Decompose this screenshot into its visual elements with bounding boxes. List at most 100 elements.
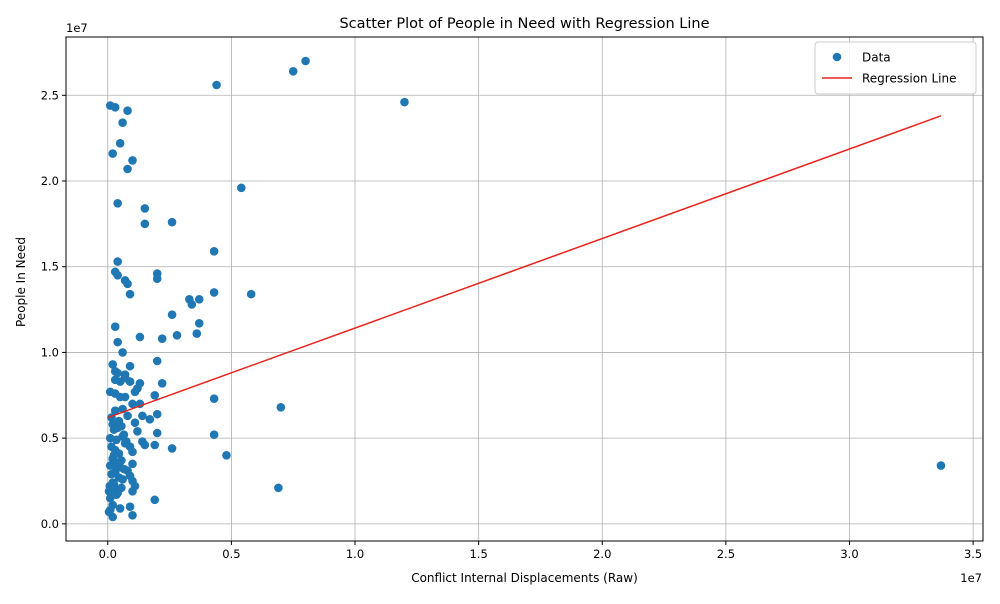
data-point <box>113 257 122 266</box>
data-point <box>114 473 124 482</box>
data-point <box>209 394 219 404</box>
data-point <box>118 118 127 128</box>
x-tick-label: 1.0 <box>346 547 364 561</box>
data-point <box>400 97 409 107</box>
data-point <box>128 447 137 457</box>
data-point <box>120 373 130 383</box>
data-point <box>110 322 120 332</box>
data-point <box>276 402 286 412</box>
data-point <box>209 246 219 256</box>
data-point <box>209 288 219 297</box>
data-point <box>936 461 946 470</box>
data-point <box>209 430 219 440</box>
y-tick-label: 1.0 <box>41 345 59 359</box>
data-point <box>115 504 125 513</box>
data-point <box>135 332 145 342</box>
legend-box <box>814 41 977 95</box>
x-tick-label: 3.5 <box>964 547 982 561</box>
x-axis-label: Conflict Internal Displacements (Raw) <box>411 571 638 585</box>
x-tick-label: 0.5 <box>222 547 240 561</box>
x-scale-label: 1e7 <box>960 571 982 585</box>
x-tick-label: 3.0 <box>840 547 858 561</box>
data-point <box>120 392 130 402</box>
data-point <box>125 502 135 512</box>
x-tick-label: 1.5 <box>469 547 487 561</box>
data-point <box>110 406 120 416</box>
data-point <box>113 368 122 378</box>
data-point <box>152 274 162 284</box>
y-tick-label: 0.5 <box>41 431 59 445</box>
data-point <box>133 426 142 436</box>
y-scale-label: 1e7 <box>66 21 88 35</box>
x-tick-label: 2.0 <box>593 547 611 561</box>
data-point <box>157 378 167 388</box>
data-point <box>128 510 137 520</box>
regression-line <box>107 115 942 419</box>
data-point <box>130 418 140 428</box>
data-point <box>140 219 150 229</box>
data-point <box>128 459 137 469</box>
data-point <box>236 183 246 193</box>
data-point <box>110 102 120 112</box>
data-point <box>117 456 126 465</box>
y-tick-label: 1.5 <box>41 260 59 274</box>
data-point <box>274 483 283 493</box>
data-point <box>167 444 177 453</box>
data-point <box>115 138 125 148</box>
data-point <box>150 440 160 450</box>
data-point <box>152 356 162 366</box>
data-point <box>138 411 147 421</box>
data-point <box>123 279 132 289</box>
data-point <box>113 198 122 208</box>
data-point <box>113 337 122 347</box>
data-point <box>119 464 129 474</box>
data-point <box>112 490 121 500</box>
data-point <box>119 430 129 440</box>
axis-ticks: 0.0 0.5 1.0 1.5 2.0 2.5 3.0 3.5 0.0 0.5 1.0 1.5 2.0 2… <box>41 88 983 561</box>
data-point <box>123 106 132 116</box>
data-point <box>128 486 137 496</box>
data-point <box>109 425 119 434</box>
data-point <box>128 399 137 409</box>
x-tick-label: 0.0 <box>99 547 117 561</box>
legend-label-regression: Regression Line <box>862 72 956 86</box>
data-points <box>104 56 946 522</box>
data-point <box>150 390 160 400</box>
data-point <box>157 334 167 344</box>
data-point <box>109 450 119 460</box>
data-point <box>117 421 126 431</box>
data-point <box>288 66 298 76</box>
x-tick-label: 2.5 <box>717 547 735 561</box>
regression-layer <box>107 115 942 419</box>
data-point <box>107 442 116 452</box>
legend-label-data: Data <box>862 51 891 65</box>
data-point <box>194 294 204 304</box>
data-point <box>107 469 116 479</box>
data-point <box>125 289 135 299</box>
data-point <box>167 310 177 320</box>
data-point <box>130 387 140 397</box>
data-point <box>112 462 121 472</box>
data-point <box>152 428 162 438</box>
data-point <box>123 164 132 174</box>
data-point <box>194 318 204 328</box>
data-point <box>145 414 155 424</box>
y-tick-label: 2.0 <box>41 174 59 188</box>
data-point <box>118 348 127 357</box>
data-point <box>113 270 122 280</box>
data-point <box>117 483 126 493</box>
chart-title: Scatter Plot of People in Need with Regr… <box>339 16 709 32</box>
y-axis-label: People In Need <box>14 237 28 327</box>
data-point <box>140 440 150 450</box>
data-point <box>140 204 150 213</box>
data-point <box>104 507 114 517</box>
legend: Data Regression Line <box>814 41 977 95</box>
data-point <box>192 329 202 338</box>
data-point <box>112 435 121 445</box>
data-point <box>167 217 177 227</box>
data-point <box>105 481 115 491</box>
data-point <box>222 450 231 460</box>
data-point <box>212 80 221 90</box>
